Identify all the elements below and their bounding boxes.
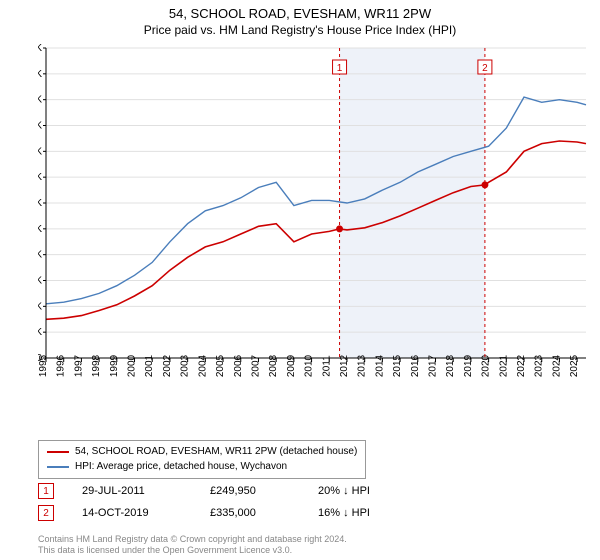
svg-text:£350K: £350K bbox=[38, 172, 42, 183]
footer-line-2: This data is licensed under the Open Gov… bbox=[38, 545, 347, 556]
footer: Contains HM Land Registry data © Crown c… bbox=[38, 534, 347, 557]
page-title: 54, SCHOOL ROAD, EVESHAM, WR11 2PW bbox=[0, 6, 600, 21]
legend-item-hpi: HPI: Average price, detached house, Wych… bbox=[47, 460, 357, 475]
marker-price-1: £249,950 bbox=[210, 485, 290, 497]
header: 54, SCHOOL ROAD, EVESHAM, WR11 2PW Price… bbox=[0, 0, 600, 41]
marker-badge-1: 1 bbox=[38, 483, 54, 499]
price-chart: £0£50K£100K£150K£200K£250K£300K£350K£400… bbox=[38, 44, 590, 404]
svg-text:2: 2 bbox=[482, 63, 488, 74]
marker-table: 1 29-JUL-2011 £249,950 20% ↓ HPI 2 14-OC… bbox=[38, 480, 590, 524]
marker-delta-2: 16% ↓ HPI bbox=[318, 507, 408, 519]
marker-delta-1: 20% ↓ HPI bbox=[318, 485, 408, 497]
footer-line-1: Contains HM Land Registry data © Crown c… bbox=[38, 534, 347, 545]
svg-text:£50K: £50K bbox=[38, 327, 42, 338]
marker-row-2: 2 14-OCT-2019 £335,000 16% ↓ HPI bbox=[38, 502, 590, 524]
svg-text:£150K: £150K bbox=[38, 276, 42, 287]
svg-text:1: 1 bbox=[337, 63, 343, 74]
legend: 54, SCHOOL ROAD, EVESHAM, WR11 2PW (deta… bbox=[38, 440, 366, 479]
legend-swatch-property bbox=[47, 451, 69, 453]
legend-label-property: 54, SCHOOL ROAD, EVESHAM, WR11 2PW (deta… bbox=[75, 445, 357, 460]
svg-text:£400K: £400K bbox=[38, 146, 42, 157]
marker-badge-2: 2 bbox=[38, 505, 54, 521]
svg-text:£300K: £300K bbox=[38, 198, 42, 209]
chart-svg: £0£50K£100K£150K£200K£250K£300K£350K£400… bbox=[38, 44, 590, 404]
marker-price-2: £335,000 bbox=[210, 507, 290, 519]
legend-label-hpi: HPI: Average price, detached house, Wych… bbox=[75, 460, 287, 475]
page-subtitle: Price paid vs. HM Land Registry's House … bbox=[0, 23, 600, 37]
marker-date-1: 29-JUL-2011 bbox=[82, 485, 182, 497]
marker-date-2: 14-OCT-2019 bbox=[82, 507, 182, 519]
svg-text:£100K: £100K bbox=[38, 301, 42, 312]
svg-text:£450K: £450K bbox=[38, 121, 42, 132]
svg-text:£250K: £250K bbox=[38, 224, 42, 235]
svg-text:£500K: £500K bbox=[38, 95, 42, 106]
legend-swatch-hpi bbox=[47, 466, 69, 468]
marker-row-1: 1 29-JUL-2011 £249,950 20% ↓ HPI bbox=[38, 480, 590, 502]
svg-text:£200K: £200K bbox=[38, 250, 42, 261]
svg-text:£600K: £600K bbox=[38, 44, 42, 54]
legend-item-property: 54, SCHOOL ROAD, EVESHAM, WR11 2PW (deta… bbox=[47, 445, 357, 460]
svg-text:£550K: £550K bbox=[38, 69, 42, 80]
